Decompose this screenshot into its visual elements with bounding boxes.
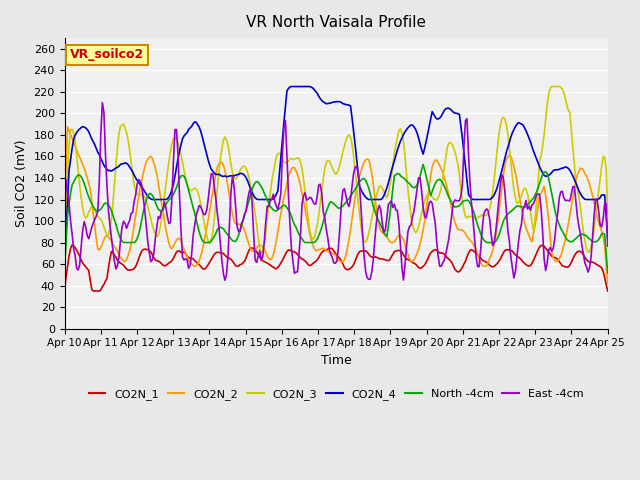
CO2N_1 [68, 242, 76, 248]
Legend: CO2N_1, CO2N_2, CO2N_3, CO2N_4, North -4cm, East -4cm: CO2N_1, CO2N_2, CO2N_3, CO2N_4, North -4… [84, 384, 588, 405]
Text: VR_soilco2: VR_soilco2 [70, 48, 144, 61]
Line: CO2N_4: CO2N_4 [65, 86, 608, 262]
CO2N_2 [61, 202, 68, 208]
CO2N_1 [300, 257, 307, 263]
CO2N_2 [224, 184, 232, 190]
CO2N_3 [604, 211, 612, 217]
Title: VR North Vaisala Profile: VR North Vaisala Profile [246, 15, 426, 30]
Line: CO2N_1: CO2N_1 [65, 245, 608, 291]
North -4cm [241, 212, 248, 218]
East -4cm [577, 231, 584, 237]
CO2N_4 [127, 167, 135, 172]
North -4cm [419, 161, 427, 167]
CO2N_4 [250, 192, 257, 198]
CO2N_4 [223, 174, 230, 180]
CO2N_4 [575, 188, 583, 193]
CO2N_1 [224, 255, 232, 261]
CO2N_3 [127, 159, 135, 165]
CO2N_3 [241, 163, 248, 169]
X-axis label: Time: Time [321, 354, 351, 367]
East -4cm [253, 260, 260, 265]
East -4cm [226, 221, 234, 227]
CO2N_1 [604, 288, 612, 294]
CO2N_1 [575, 249, 583, 254]
East -4cm [99, 100, 106, 106]
East -4cm [61, 222, 68, 228]
CO2N_1 [129, 267, 136, 273]
CO2N_2 [604, 281, 612, 287]
CO2N_2 [129, 233, 136, 239]
CO2N_4 [604, 236, 612, 241]
CO2N_4 [241, 173, 248, 179]
CO2N_1 [61, 288, 68, 294]
CO2N_2 [300, 199, 307, 204]
Line: East -4cm: East -4cm [65, 103, 608, 280]
CO2N_4 [61, 259, 68, 264]
CO2N_2 [252, 247, 259, 253]
CO2N_3 [298, 166, 306, 172]
North -4cm [61, 268, 68, 274]
CO2N_1 [252, 247, 259, 253]
East -4cm [244, 197, 252, 203]
North -4cm [604, 270, 612, 276]
CO2N_4 [300, 84, 307, 89]
CO2N_3 [250, 200, 257, 206]
East -4cm [301, 190, 309, 196]
CO2N_3 [61, 263, 68, 268]
North -4cm [127, 240, 135, 245]
CO2N_2 [575, 168, 583, 174]
CO2N_3 [548, 84, 556, 89]
Y-axis label: Soil CO2 (mV): Soil CO2 (mV) [15, 140, 28, 227]
Line: CO2N_3: CO2N_3 [65, 86, 608, 265]
East -4cm [604, 243, 612, 249]
CO2N_3 [223, 137, 230, 143]
East -4cm [221, 277, 228, 283]
North -4cm [298, 236, 306, 241]
Line: North -4cm: North -4cm [65, 164, 608, 273]
North -4cm [575, 233, 583, 239]
CO2N_2 [243, 232, 250, 238]
East -4cm [129, 210, 136, 216]
CO2N_1 [243, 255, 250, 261]
CO2N_2 [64, 124, 72, 130]
CO2N_3 [575, 194, 583, 200]
CO2N_4 [287, 84, 295, 89]
North -4cm [250, 182, 257, 188]
Line: CO2N_2: CO2N_2 [65, 127, 608, 284]
North -4cm [223, 230, 230, 236]
